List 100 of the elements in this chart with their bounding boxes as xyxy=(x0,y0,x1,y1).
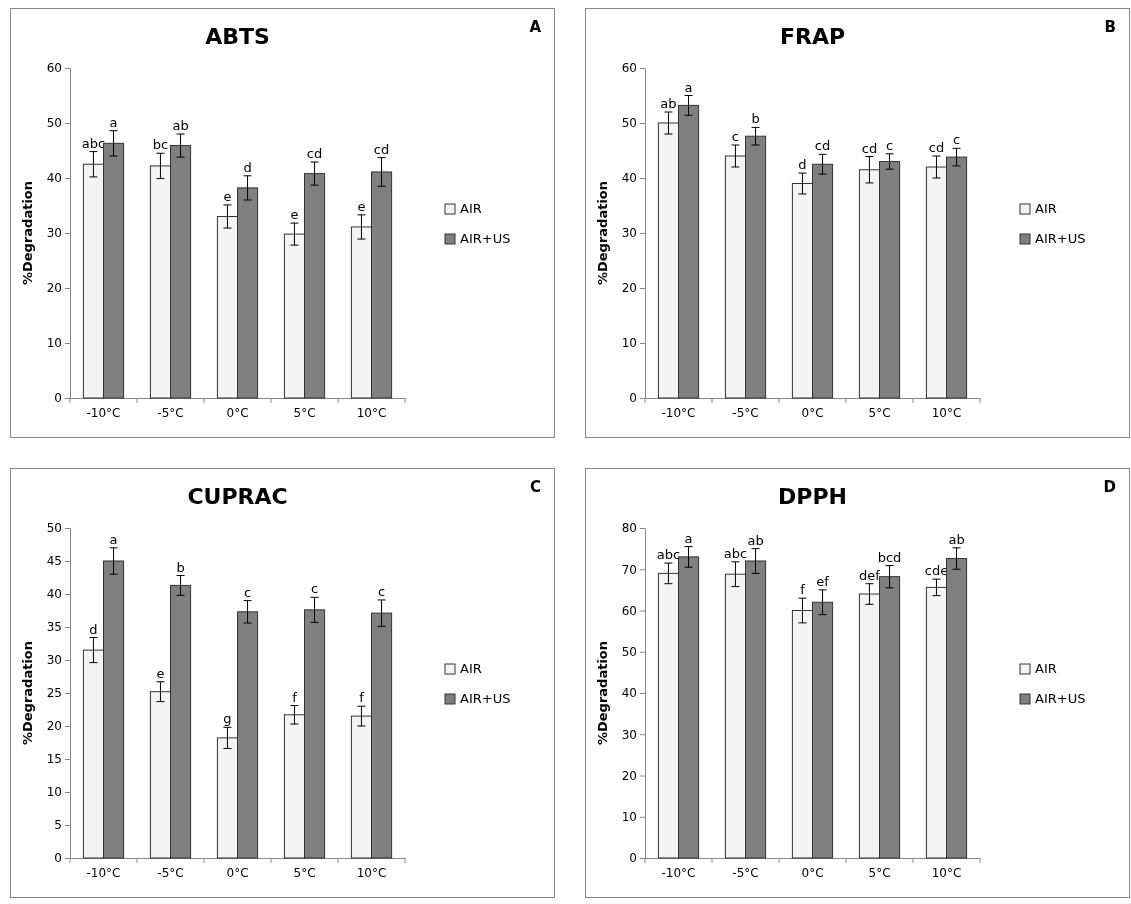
y-axis-title: %Degradation xyxy=(595,180,610,286)
data-label: e xyxy=(357,198,366,214)
data-label: g xyxy=(223,711,232,727)
y-tick-label: 30 xyxy=(621,226,637,241)
data-label: c xyxy=(952,132,961,148)
data-label: f xyxy=(359,690,365,706)
text: D xyxy=(1103,478,1116,496)
legend-label: AIR+US xyxy=(460,231,511,246)
data-label: e xyxy=(290,207,299,223)
data-label: bc xyxy=(152,137,169,153)
x-tick-label: 5°C xyxy=(868,865,891,880)
data-label: e xyxy=(156,665,165,681)
y-tick-label: 30 xyxy=(621,727,637,742)
y-tick-label: 20 xyxy=(621,281,637,296)
y-tick-label: 50 xyxy=(621,116,637,131)
data-label: ab xyxy=(747,532,764,548)
x-tick-label: 0°C xyxy=(801,865,824,880)
y-tick-label: 20 xyxy=(46,281,62,296)
x-tick-label: 5°C xyxy=(293,405,316,420)
legend-label: AIR+US xyxy=(1035,691,1086,706)
y-tick-label: 15 xyxy=(46,752,62,767)
data-label: d xyxy=(798,157,807,173)
chart-title: DPPH xyxy=(778,484,847,509)
data-label: abc xyxy=(81,135,106,151)
chart-title: FRAP xyxy=(779,24,846,49)
x-tick-label: 5°C xyxy=(293,865,316,880)
data-label: c xyxy=(377,583,386,599)
y-tick-label: 20 xyxy=(46,719,62,734)
data-label: def xyxy=(859,567,881,583)
data-label: d xyxy=(89,621,98,637)
data-label: abc xyxy=(656,547,681,563)
y-tick-label: 60 xyxy=(621,603,637,618)
data-label: a xyxy=(684,79,693,95)
data-label: ef xyxy=(816,573,830,589)
x-tick-label: 0°C xyxy=(226,865,249,880)
data-label: cd xyxy=(306,146,323,162)
y-tick-label: 0 xyxy=(629,391,637,406)
y-tick-label: 0 xyxy=(629,851,637,866)
data-label: ab xyxy=(172,118,189,133)
data-label: c xyxy=(310,581,319,597)
data-label: d xyxy=(243,159,252,175)
y-tick-label: 40 xyxy=(621,171,637,186)
x-tick-label: -10°C xyxy=(86,865,121,880)
y-tick-label: 50 xyxy=(46,521,62,536)
data-label: a xyxy=(684,530,693,546)
x-tick-label: -10°C xyxy=(661,405,696,420)
x-tick-label: -5°C xyxy=(732,865,759,880)
text: C xyxy=(529,478,541,496)
y-tick-label: 40 xyxy=(46,587,62,602)
data-label: cd xyxy=(928,140,945,155)
x-tick-label: 5°C xyxy=(868,405,891,420)
data-label: b xyxy=(176,559,185,575)
data-label: c xyxy=(885,137,894,153)
y-tick-label: 50 xyxy=(46,116,62,131)
data-label: cd xyxy=(814,138,831,154)
x-tick-label: -5°C xyxy=(732,405,759,420)
chart-title: CUPRAC xyxy=(187,484,288,509)
data-label: ab xyxy=(660,96,677,111)
y-tick-label: 30 xyxy=(46,653,62,668)
y-tick-label: 0 xyxy=(54,851,62,866)
y-axis-title: %Degradation xyxy=(20,180,35,286)
y-tick-label: 45 xyxy=(46,554,62,569)
x-tick-label: 10°C xyxy=(356,405,387,420)
y-tick-label: 40 xyxy=(621,686,637,701)
legend-label: AIR+US xyxy=(460,691,511,706)
text: B xyxy=(1104,18,1116,36)
x-tick-label: -5°C xyxy=(157,405,184,420)
y-tick-label: 5 xyxy=(54,818,62,833)
legend-label: AIR xyxy=(1035,661,1057,676)
y-tick-label: 0 xyxy=(54,391,62,406)
data-label: c xyxy=(243,584,252,600)
x-tick-label: 0°C xyxy=(226,405,249,420)
data-label: b xyxy=(751,111,760,127)
data-label: bcd xyxy=(877,549,902,565)
text: A xyxy=(529,18,542,36)
data-label: e xyxy=(223,188,232,204)
data-label: a xyxy=(109,531,118,547)
legend-label: AIR xyxy=(460,201,482,216)
x-tick-label: -10°C xyxy=(661,865,696,880)
data-label: cd xyxy=(861,140,878,156)
data-label: f xyxy=(292,689,298,705)
chart-title: ABTS xyxy=(205,24,270,49)
data-label: f xyxy=(800,582,806,598)
y-tick-label: 10 xyxy=(621,810,637,825)
x-tick-label: 10°C xyxy=(356,865,387,880)
y-tick-label: 10 xyxy=(621,336,637,351)
y-axis-title: %Degradation xyxy=(20,640,35,746)
legend-label: AIR xyxy=(460,661,482,676)
y-tick-label: 60 xyxy=(46,61,62,76)
y-tick-label: 70 xyxy=(621,562,637,577)
y-axis-title: %Degradation xyxy=(595,640,610,746)
legend-label: AIR+US xyxy=(1035,231,1086,246)
y-tick-label: 60 xyxy=(621,61,637,76)
y-tick-label: 20 xyxy=(621,768,637,783)
y-tick-label: 40 xyxy=(46,171,62,186)
y-tick-label: 10 xyxy=(46,336,62,351)
y-tick-label: 80 xyxy=(621,521,637,536)
data-label: a xyxy=(109,114,118,130)
x-tick-label: -10°C xyxy=(86,405,121,420)
data-label: abc xyxy=(723,545,748,561)
